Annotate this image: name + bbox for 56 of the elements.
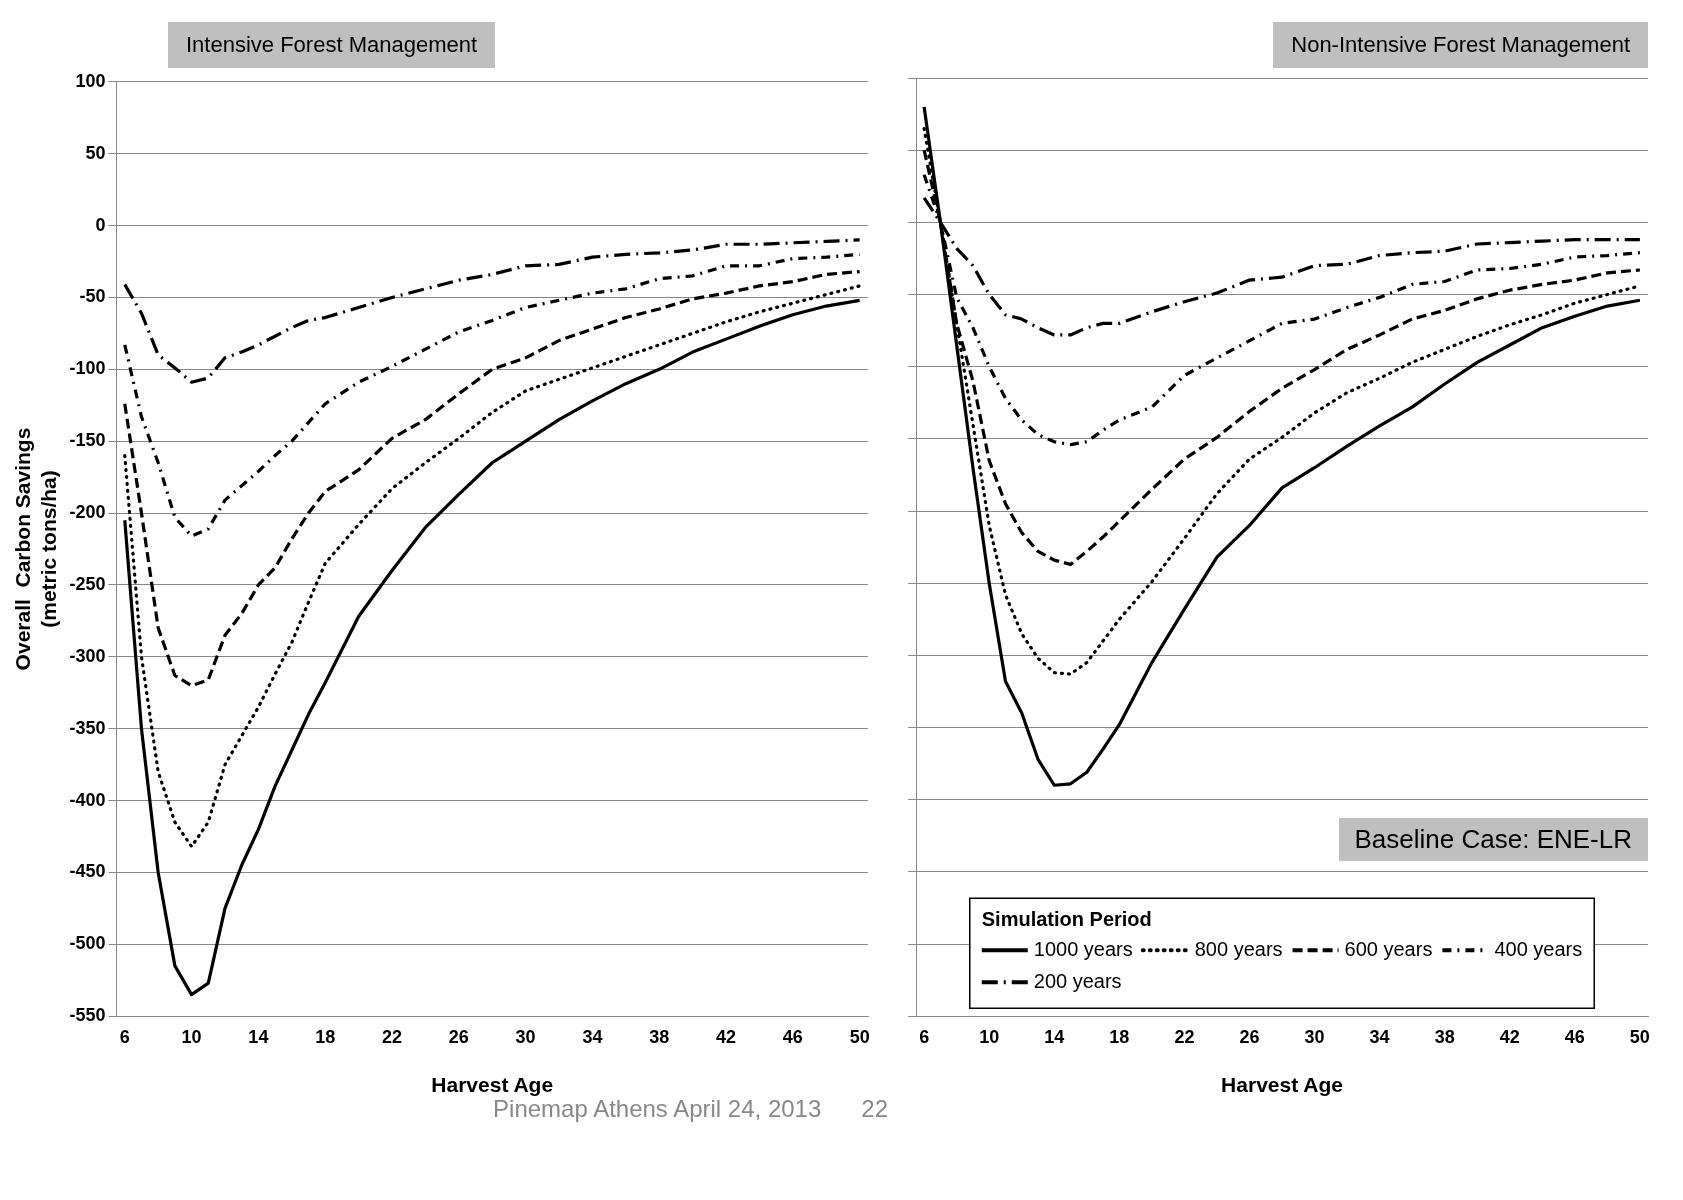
x-tick-label: 14 [248,1026,269,1047]
line-series [123,269,862,688]
x-tick-label: 10 [181,1026,202,1047]
x-tick-label: 6 [919,1026,930,1047]
legend-label: 1000 years [1033,937,1133,960]
text: Pinemap Athens April 24, 2013 [493,1095,822,1123]
y-axis-title: Overall Carbon Savings (metric tons/ha) [11,427,60,671]
x-tick-label: 18 [315,1026,336,1047]
y-tick-label: -550 [69,1005,106,1026]
annotation: Baseline Case: ENE-LR [1338,818,1648,861]
x-tick-label: 22 [381,1026,403,1047]
x-tick-label: 38 [649,1026,670,1047]
y-tick-label: -50 [79,286,106,307]
line-series [123,252,862,538]
x-tick-label: 6 [119,1026,130,1047]
legend-label: 200 years [1033,969,1122,992]
y-tick-label: 100 [75,70,106,91]
x-tick-label: 30 [515,1026,536,1047]
line-series [123,238,862,384]
y-tick-label: -350 [69,717,106,738]
x-tick-label: 42 [1499,1026,1520,1047]
x-tick-label: 34 [1369,1026,1390,1047]
y-tick-label: 50 [85,142,106,163]
x-tick-label: 30 [1304,1026,1325,1047]
x-tick-label: 50 [1629,1026,1650,1047]
x-axis-title: Harvest Age [1221,1073,1343,1097]
x-tick-label: 34 [582,1026,603,1047]
x-tick-label: 50 [849,1026,870,1047]
x-tick-label: 14 [1044,1026,1065,1047]
legend-title: Simulation Period [981,907,1152,930]
line-series [123,284,862,849]
y-tick-label: -100 [69,358,106,379]
x-tick-label: 46 [1564,1026,1585,1047]
y-tick-label: -450 [69,861,106,882]
legend-label: 600 years [1344,937,1433,960]
y-tick-label: -500 [69,933,106,954]
y-tick-label: -300 [69,645,106,666]
text: 22 [861,1095,888,1123]
x-tick-label: 22 [1174,1026,1195,1047]
chart-title: Intensive Forest Management [168,22,496,68]
x-axis-title: Harvest Age [431,1073,554,1097]
x-tick-label: 42 [716,1026,737,1047]
y-tick-label: -200 [69,502,106,523]
y-tick-label: -400 [69,789,106,810]
x-tick-label: 46 [782,1026,803,1047]
x-tick-label: 26 [448,1026,469,1047]
x-tick-label: 26 [1239,1026,1260,1047]
y-tick-label: -150 [69,430,106,451]
y-tick-label: -250 [69,573,106,594]
chart-title: Non-Intensive Forest Management [1273,22,1648,68]
x-tick-label: 18 [1109,1026,1130,1047]
y-tick-label: 0 [95,214,106,235]
legend-label: 800 years [1194,937,1283,960]
legend-label: 400 years [1494,937,1583,960]
x-tick-label: 38 [1434,1026,1455,1047]
x-tick-label: 10 [979,1026,1000,1047]
